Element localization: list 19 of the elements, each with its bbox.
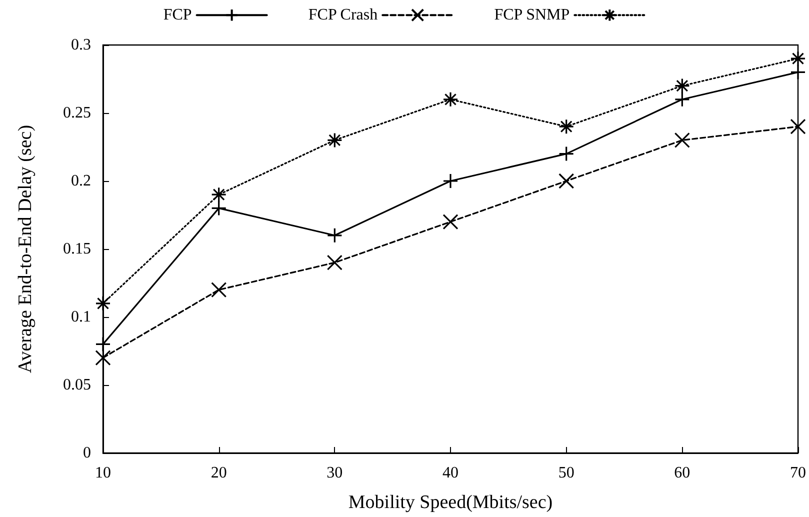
x-tick-label: 50 xyxy=(558,464,574,482)
x-tick-label: 60 xyxy=(674,464,690,482)
x-tick-label: 30 xyxy=(326,464,343,482)
y-tick-label: 0 xyxy=(83,444,91,462)
y-tick-label: 0.2 xyxy=(71,172,91,190)
y-axis-title: Average End-to-End Delay (sec) xyxy=(15,124,36,374)
legend-label: FCP Crash xyxy=(308,6,378,24)
x-axis-title: Mobility Speed(Mbits/sec) xyxy=(348,492,553,513)
x-tick-label: 70 xyxy=(790,464,806,482)
x-tick-label: 40 xyxy=(442,464,458,482)
legend-label: FCP xyxy=(163,6,192,24)
y-tick-label: 0.25 xyxy=(63,104,91,122)
y-tick-label: 0.05 xyxy=(63,376,91,394)
y-tick-label: 0.3 xyxy=(71,36,91,54)
y-tick-label: 0.15 xyxy=(63,240,91,258)
legend-label: FCP SNMP xyxy=(494,6,570,24)
x-tick-label: 20 xyxy=(210,464,227,482)
y-tick-label: 0.1 xyxy=(71,308,91,326)
x-tick-label: 10 xyxy=(95,464,111,482)
